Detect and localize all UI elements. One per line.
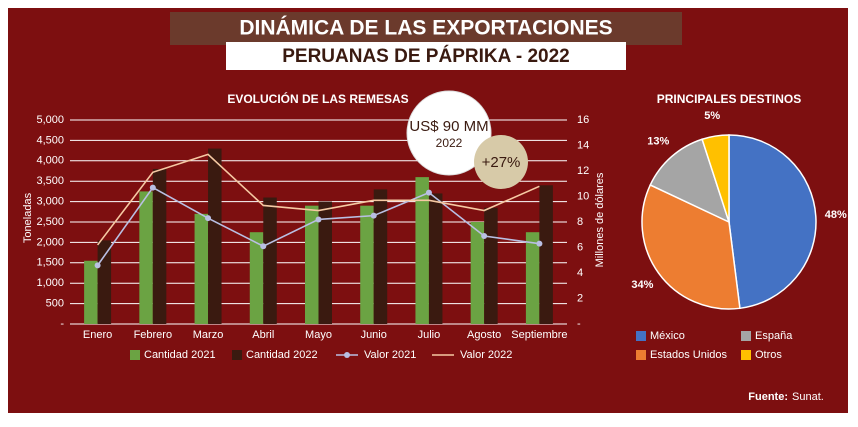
y-tick-label: 1,500: [36, 257, 64, 269]
bar: [415, 177, 429, 324]
y-tick-label: 2,500: [36, 216, 64, 228]
line-marker: [370, 212, 377, 219]
legend-label: México: [650, 330, 685, 342]
legend-swatch: [636, 331, 646, 341]
bar: [470, 222, 485, 324]
y-tick-label: 3,500: [36, 175, 64, 187]
line-marker: [260, 243, 267, 250]
bar: [539, 185, 553, 324]
callout-circle: [406, 90, 492, 176]
x-tick-label: Agosto: [467, 329, 501, 341]
line-marker: [481, 233, 488, 240]
x-tick-label: Abril: [252, 329, 274, 341]
plot: - 500 1,000 1,500 2,000 2,500 3,000 3,500 4,000 4…: [36, 110, 847, 361]
bar: [249, 232, 264, 324]
bar: [484, 207, 498, 324]
legend-label: Cantidad 2021: [144, 349, 216, 361]
x-tick-label: Enero: [83, 329, 112, 341]
x-tick-label: Febrero: [134, 329, 173, 341]
callout-amount: US$ 90 MM: [409, 118, 488, 135]
pie-slice: [701, 134, 730, 223]
x-tick-label: Septiembre: [511, 329, 567, 341]
y2-tick-label: 2: [577, 292, 583, 304]
title: DINÁMICA DE LAS EXPORTACIONES: [239, 17, 612, 40]
y2-tick-label: 16: [577, 114, 589, 126]
title-bar: [170, 12, 682, 45]
bar: [318, 201, 332, 324]
y2-tick-label: 4: [577, 267, 583, 279]
y2-tick-label: 6: [577, 241, 583, 253]
pie-label: 48%: [825, 209, 847, 221]
line-marker: [315, 216, 322, 223]
y-tick-label: 1,000: [36, 277, 64, 289]
line-marker: [149, 184, 156, 191]
chart-title: EVOLUCIÓN DE LAS REMESAS: [227, 91, 408, 106]
bar: [263, 197, 277, 324]
y2-tick-label: -: [577, 318, 581, 330]
y2-tick-label: 14: [577, 139, 589, 151]
y-tick-label: -: [60, 318, 64, 330]
y2-tick-label: 8: [577, 216, 583, 228]
line-marker: [425, 189, 432, 196]
callout-year: 2022: [436, 136, 463, 150]
legend-marker: [344, 352, 350, 358]
pie-label: 34%: [631, 279, 653, 291]
legend-label: Valor 2022: [460, 349, 512, 361]
y2-tick-label: 10: [577, 190, 589, 202]
bar: [373, 189, 388, 324]
subtitle-bar: [226, 42, 626, 70]
legend-label: Otros: [755, 349, 782, 361]
legend-swatch: [232, 350, 242, 360]
pie-label: 5%: [704, 110, 720, 122]
x-tick-label: Marzo: [193, 329, 224, 341]
source-label: Fuente:: [748, 391, 788, 403]
pie-label: 13%: [647, 136, 669, 148]
line-marker: [94, 262, 101, 269]
y-axis-label: Toneladas: [22, 192, 34, 243]
bar: [152, 168, 167, 324]
source-text: Sunat.: [792, 391, 824, 403]
legend-swatch: [636, 350, 646, 360]
subtitle: PERUANAS DE PÁPRIKA - 2022: [282, 45, 570, 67]
y-tick-label: 2,000: [36, 236, 64, 248]
line-marker: [536, 240, 543, 247]
y2-axis-label: Millones de dólares: [594, 172, 606, 267]
y2-tick-label: 12: [577, 165, 589, 177]
legend-label: Estados Unidos: [650, 349, 728, 361]
callout-change: +27%: [482, 154, 521, 171]
y-tick-label: 3,000: [36, 196, 64, 208]
bar: [97, 240, 112, 324]
x-tick-label: Mayo: [305, 329, 332, 341]
y-tick-label: 500: [46, 298, 64, 310]
legend-swatch: [741, 331, 751, 341]
line: [96, 153, 540, 246]
legend-swatch: [130, 350, 140, 360]
bar: [525, 232, 540, 324]
y-tick-label: 5,000: [36, 114, 64, 126]
bar: [428, 193, 443, 324]
legend-label: Valor 2021: [364, 349, 416, 361]
bar: [360, 205, 374, 324]
line-marker: [205, 215, 212, 222]
x-tick-label: Julio: [418, 329, 441, 341]
pie-slice: [649, 138, 731, 224]
legend-swatch: [741, 350, 751, 360]
bar: [84, 260, 98, 324]
legend-label: España: [755, 330, 793, 342]
bar: [305, 205, 319, 324]
y-tick-label: 4,500: [36, 134, 64, 146]
change-circle: [474, 135, 528, 189]
pie-title: PRINCIPALES DESTINOS: [657, 92, 801, 106]
y-tick-label: 4,000: [36, 155, 64, 167]
legend-label: Cantidad 2022: [246, 349, 318, 361]
bar: [139, 191, 153, 324]
pie-slice: [728, 134, 817, 310]
bar: [194, 213, 209, 324]
bar: [208, 148, 222, 324]
x-tick-label: Junio: [361, 329, 387, 341]
